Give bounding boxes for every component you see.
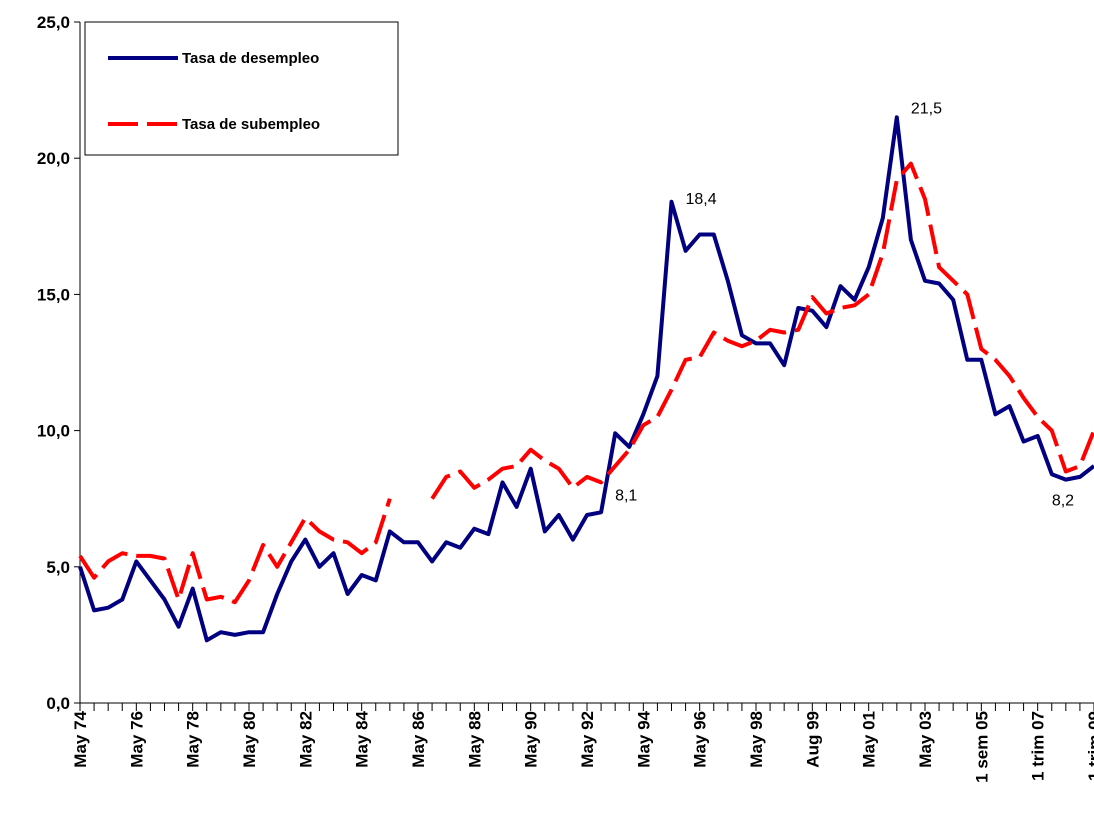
y-tick-label: 10,0: [37, 422, 70, 441]
x-tick-label: May 92: [578, 711, 597, 768]
y-tick-label: 5,0: [46, 558, 70, 577]
x-tick-label: May 94: [634, 710, 653, 767]
x-tick-label: May 82: [296, 711, 315, 768]
x-tick-label: 1 sem 05: [972, 711, 991, 783]
x-tick-label: 1 trim 09: [1085, 711, 1094, 781]
legend-label: Tasa de desempleo: [182, 50, 319, 67]
y-tick-label: 0,0: [46, 694, 70, 713]
annotation: 18,4: [686, 191, 717, 208]
annotation: 8,1: [615, 487, 637, 504]
annotation: 8,2: [1052, 493, 1074, 510]
x-tick-label: May 88: [465, 711, 484, 768]
x-tick-label: May 78: [184, 711, 203, 768]
x-tick-label: 1 trim 07: [1029, 711, 1048, 781]
x-tick-label: May 74: [71, 710, 90, 767]
x-tick-label: May 86: [409, 711, 428, 768]
annotation: 21,5: [911, 100, 942, 117]
legend-label: Tasa de subempleo: [182, 116, 320, 133]
x-tick-label: May 84: [353, 710, 372, 767]
x-tick-label: May 80: [240, 711, 259, 768]
x-tick-label: May 90: [522, 711, 541, 768]
y-tick-label: 20,0: [37, 149, 70, 168]
x-tick-label: May 96: [691, 711, 710, 768]
x-tick-label: May 76: [127, 711, 146, 768]
x-tick-label: May 98: [747, 711, 766, 768]
y-tick-label: 15,0: [37, 285, 70, 304]
legend-box: [84, 21, 399, 156]
series-line: [78, 115, 1094, 643]
x-tick-label: Aug 99: [803, 711, 822, 768]
legend: Tasa de desempleo Tasa de subempleo: [84, 21, 399, 156]
x-tick-label: May 01: [860, 711, 879, 768]
series-line: [78, 161, 1094, 605]
x-tick-label: May 03: [916, 711, 935, 768]
y-tick-label: 25,0: [37, 13, 70, 32]
